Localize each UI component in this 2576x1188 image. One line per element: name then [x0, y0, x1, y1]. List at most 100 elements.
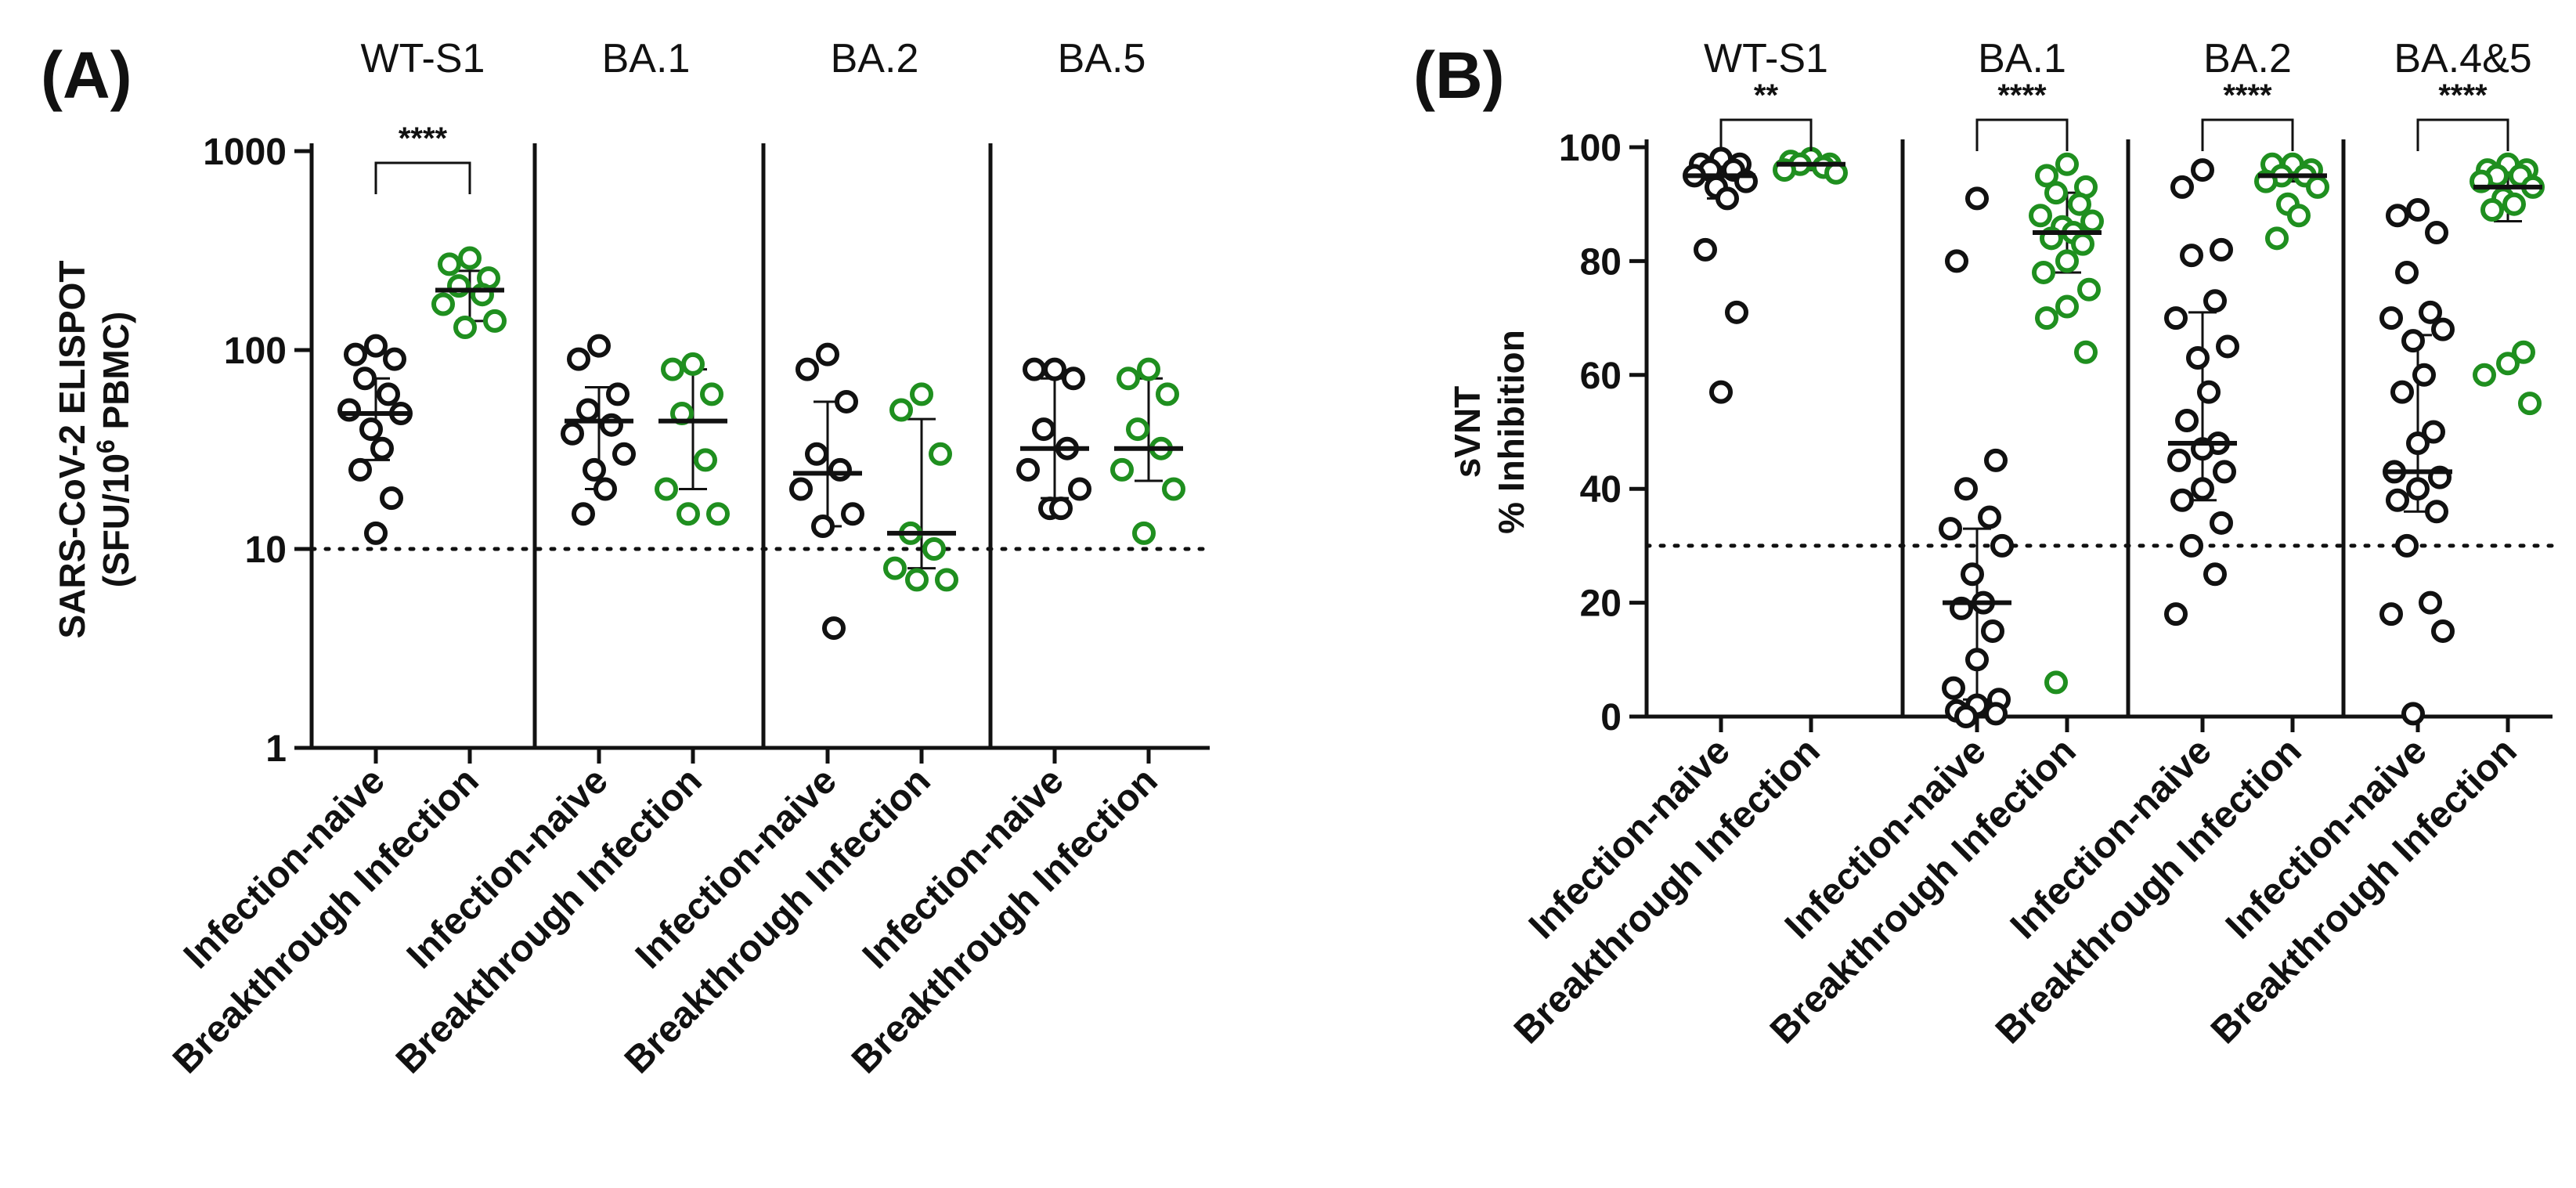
data-point	[1965, 186, 1989, 211]
data-point	[1984, 448, 2008, 472]
data-point	[1156, 382, 1179, 406]
data-point	[1954, 477, 1978, 501]
data-point	[2071, 232, 2094, 256]
data-point	[1023, 357, 1046, 381]
data-point	[583, 457, 606, 482]
data-point	[2287, 204, 2311, 228]
y-tick-label: 20	[1580, 583, 1622, 625]
data-point	[2401, 702, 2425, 726]
group-label: WT-S1	[1704, 36, 1828, 81]
data-point	[612, 442, 636, 466]
y-tick-label: 40	[1580, 469, 1622, 511]
data-point	[905, 568, 929, 592]
data-point	[337, 398, 361, 422]
group-label: BA.4&5	[2394, 36, 2531, 81]
group-label: WT-S1	[361, 36, 485, 81]
data-point	[2170, 488, 2194, 512]
data-point	[1043, 357, 1066, 381]
data-point	[2191, 158, 2214, 182]
data-point	[822, 616, 846, 641]
y-axis-title-line2: (SFU/10	[96, 453, 136, 587]
data-point	[377, 382, 400, 406]
y-tick-label: 1000	[203, 132, 287, 173]
data-point	[2406, 197, 2430, 222]
data-point	[587, 334, 611, 358]
data-point	[1978, 505, 2001, 529]
y-axis-title: sVNT% Inhibition	[1447, 330, 1532, 534]
y-tick-label: 100	[1559, 128, 1622, 169]
data-point	[370, 436, 394, 460]
data-point	[2074, 340, 2098, 364]
panel-label: (B)	[1413, 38, 1505, 112]
data-point	[655, 477, 678, 501]
data-point	[447, 274, 471, 298]
data-point	[2055, 294, 2079, 319]
significance-label: ****	[399, 121, 448, 156]
data-point	[2401, 329, 2425, 353]
y-tick-label: 80	[1580, 241, 1622, 283]
data-point	[431, 292, 455, 316]
data-point	[681, 352, 705, 376]
data-point	[805, 442, 828, 466]
data-point	[841, 502, 864, 526]
data-point	[796, 357, 819, 381]
data-point	[2265, 226, 2289, 251]
data-point	[935, 568, 958, 592]
data-point	[2390, 380, 2414, 404]
data-point	[2395, 260, 2419, 284]
panel-b-chart: (B)sVNT% Inhibition020406080100WT-S1Infe…	[1413, 36, 2555, 1052]
data-point	[889, 398, 913, 422]
data-point	[1961, 562, 1984, 587]
data-point	[816, 342, 839, 367]
data-point	[811, 515, 835, 539]
data-point	[2473, 363, 2496, 387]
data-point	[2180, 533, 2203, 558]
data-point	[2068, 192, 2091, 216]
data-point	[706, 502, 730, 526]
data-point	[2422, 420, 2445, 444]
data-point	[1117, 367, 1140, 391]
data-point	[2055, 249, 2079, 273]
data-point	[676, 502, 700, 526]
data-point	[561, 421, 584, 446]
data-point	[2035, 164, 2058, 188]
data-point	[2431, 317, 2455, 341]
data-point	[2480, 197, 2504, 222]
data-point	[458, 246, 482, 270]
data-point	[2406, 432, 2430, 456]
data-point	[600, 413, 623, 437]
data-point	[1016, 457, 1040, 482]
data-point	[1132, 521, 1156, 545]
group-label: BA.2	[831, 36, 919, 81]
data-point	[2055, 152, 2079, 176]
data-point	[2164, 602, 2188, 626]
group-label: BA.5	[1058, 36, 1146, 81]
data-point	[359, 417, 383, 442]
data-point	[1981, 619, 2004, 643]
y-tick-label: 1	[265, 728, 287, 770]
significance-bracket	[1719, 118, 1813, 151]
data-point	[453, 316, 477, 340]
data-point	[2170, 175, 2194, 199]
data-point	[567, 347, 590, 371]
data-point	[2379, 306, 2403, 330]
data-point	[2518, 392, 2542, 416]
y-tick-label: 10	[245, 529, 287, 571]
data-point	[572, 502, 595, 526]
data-point	[828, 457, 852, 482]
data-point	[2044, 670, 2068, 695]
data-point	[1049, 497, 1073, 521]
significance-bracket	[1975, 118, 2069, 151]
y-axis-title: SARS-CoV-2 ELISPOT(SFU/106 PBMC)	[52, 260, 136, 638]
data-point	[2216, 334, 2239, 359]
panel-label: (A)	[41, 38, 132, 112]
data-point	[1162, 477, 1185, 501]
y-tick-label: 60	[1580, 356, 1622, 397]
data-point	[2180, 244, 2203, 268]
data-point	[2496, 352, 2520, 376]
data-point	[1110, 457, 1134, 482]
data-point	[1945, 249, 1968, 273]
data-point	[344, 342, 367, 367]
group-label: BA.1	[1978, 36, 2066, 81]
significance-label: **	[1754, 78, 1779, 113]
